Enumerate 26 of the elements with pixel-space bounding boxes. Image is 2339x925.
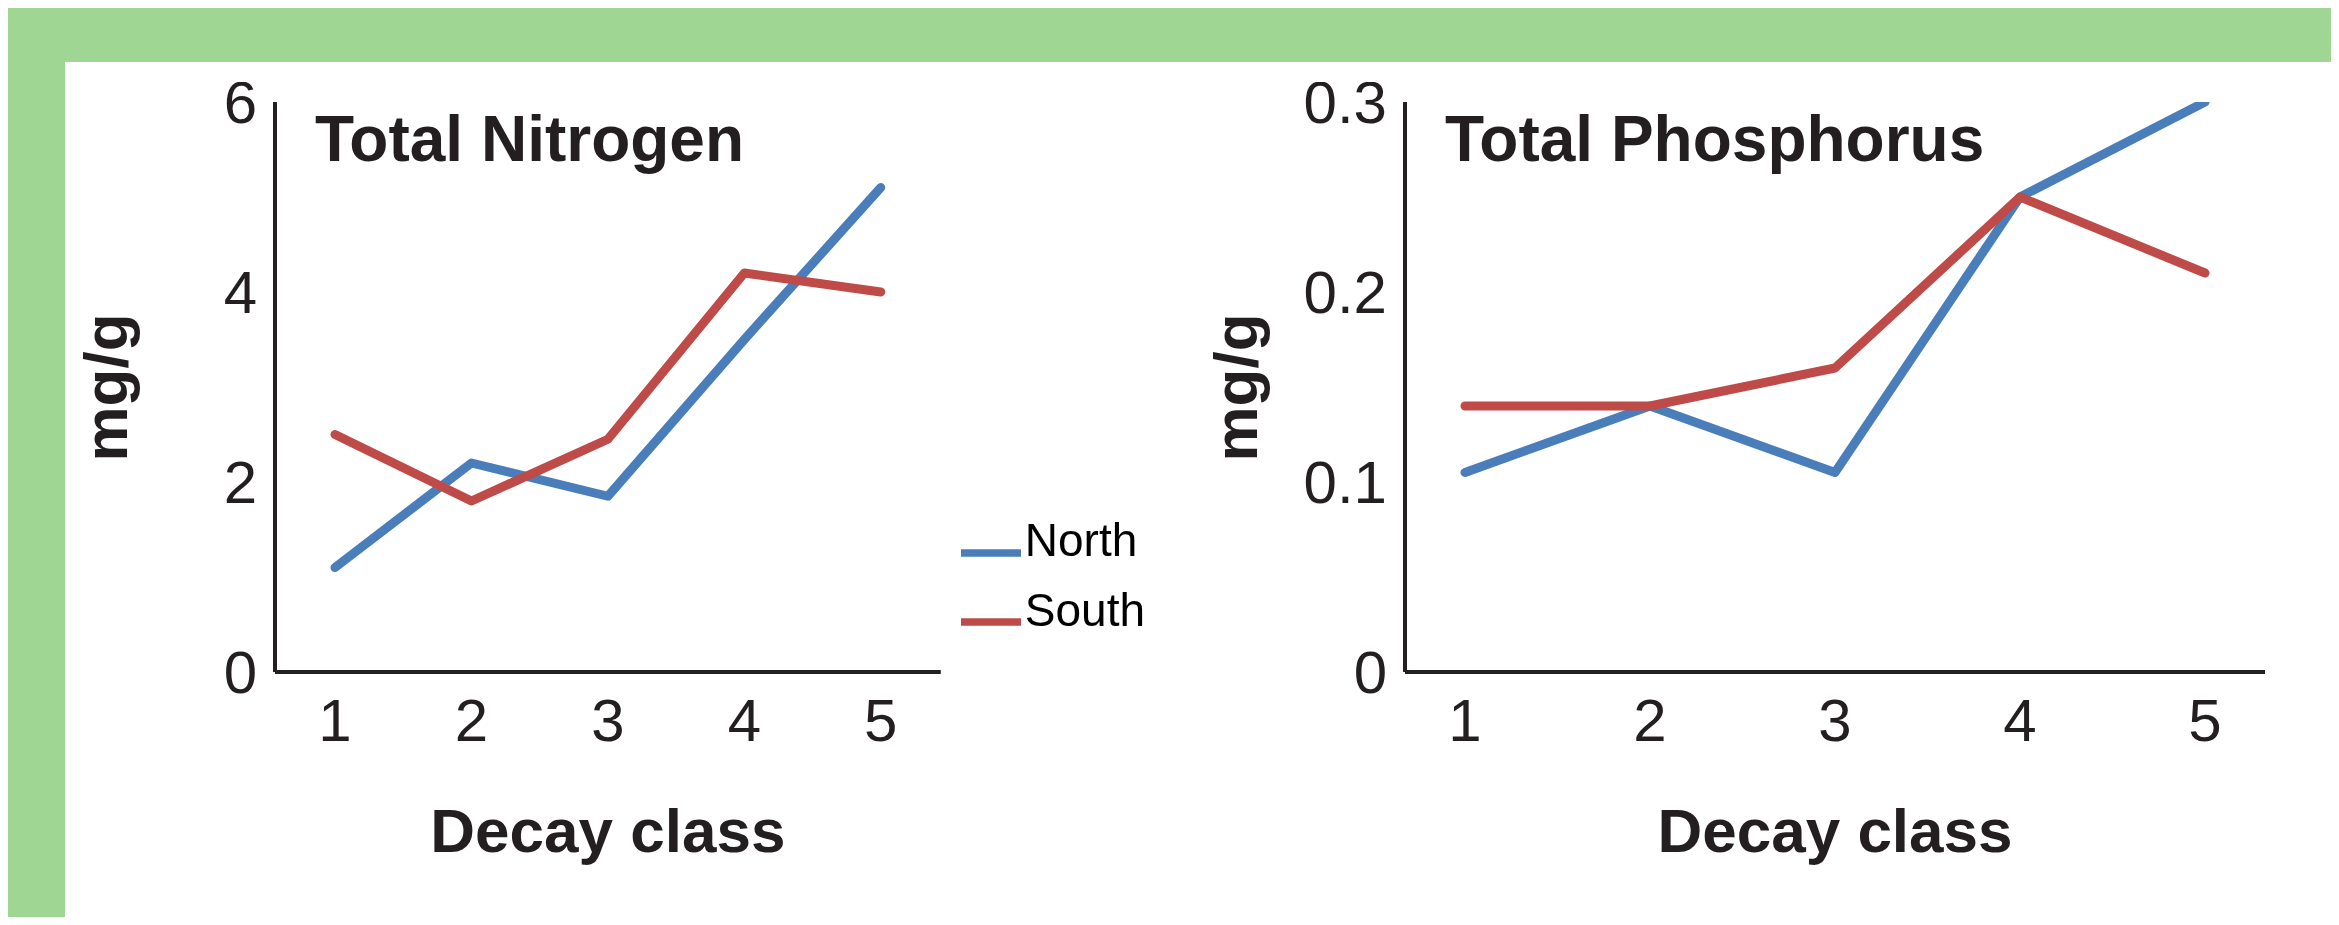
x-axis-title: Decay class [430,796,786,865]
y-tick-label: 0 [1353,639,1387,707]
x-tick-label: 5 [864,686,898,754]
chart-title: Total Phosphorus [1445,102,1985,176]
x-axis-title: Decay class [1657,796,2013,865]
legend-label: North [1024,514,1138,567]
chart-title: Total Nitrogen [315,102,744,176]
y-tick-label: 6 [223,69,257,137]
y-axis-title: mg/g [1199,312,1271,462]
y-axis-title: mg/g [69,312,141,462]
x-tick-label: 1 [318,686,352,754]
y-tick-label: 0.3 [1303,69,1387,137]
legend-label: South [1024,583,1145,636]
y-tick-label: 0.2 [1303,259,1387,327]
y-tick-label: 2 [223,449,257,517]
x-tick-label: 5 [2188,686,2222,754]
x-tick-label: 2 [1633,686,1667,754]
x-tick-label: 2 [454,686,489,754]
x-tick-label: 3 [1818,686,1852,754]
x-tick-label: 4 [2003,686,2037,754]
x-tick-label: 3 [591,686,625,754]
x-tick-label: 4 [727,686,762,754]
y-tick-label: 0.1 [1303,449,1387,517]
y-tick-label: 0 [223,639,257,707]
x-tick-label: 1 [1448,686,1482,754]
y-tick-label: 4 [223,259,257,327]
